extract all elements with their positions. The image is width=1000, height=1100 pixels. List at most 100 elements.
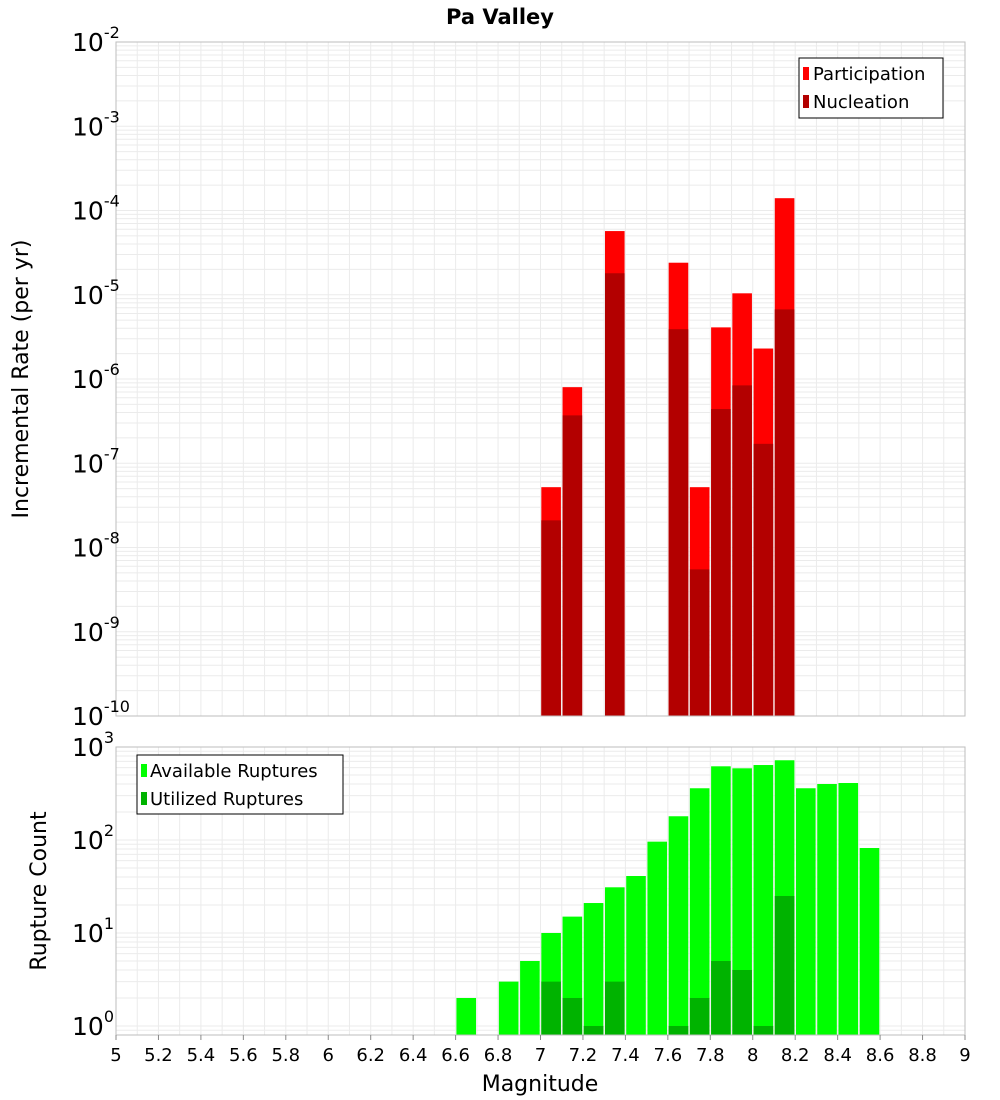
- x-tick-label: 5.8: [271, 1045, 300, 1066]
- y-tick-base: 10: [72, 919, 104, 948]
- x-tick-label: 5.4: [187, 1045, 216, 1066]
- x-tick-label: 6.2: [356, 1045, 385, 1066]
- nucleation-bar: [753, 443, 774, 716]
- y-tick-exponent: -8: [104, 529, 120, 548]
- x-tick-label: 7.4: [611, 1045, 640, 1066]
- available-ruptures-bar: [796, 788, 816, 1035]
- y-tick-exponent: -2: [104, 23, 120, 42]
- y-tick-base: 10: [72, 281, 104, 310]
- utilized-ruptures-bar: [583, 1025, 604, 1035]
- utilized-ruptures-bar: [541, 981, 561, 1035]
- nucleation-bar: [668, 329, 689, 716]
- x-tick-label: 5: [110, 1045, 121, 1066]
- y-tick-exponent: 1: [104, 914, 114, 933]
- top-legend: Participation Nucleation: [798, 57, 944, 119]
- y-tick-base: 10: [72, 702, 104, 731]
- available-ruptures-bar: [520, 960, 540, 1035]
- available-ruptures-bar: [838, 783, 859, 1035]
- y-tick-base: 10: [72, 365, 104, 394]
- legend-swatch-participation: [803, 67, 809, 80]
- utilized-ruptures-bar: [689, 997, 710, 1035]
- y-tick-label: 10-10: [72, 697, 130, 731]
- x-tick-label: 9: [959, 1045, 970, 1066]
- utilized-ruptures-bar: [732, 969, 752, 1035]
- y-tick-exponent: -3: [104, 107, 120, 126]
- y-tick-base: 10: [72, 28, 104, 57]
- top-y-axis-label: Incremental Rate (per yr): [9, 240, 34, 519]
- utilized-ruptures-bar: [604, 981, 625, 1035]
- utilized-ruptures-bar: [711, 960, 731, 1035]
- chart-title: Pa Valley: [446, 5, 554, 29]
- x-tick-label: 8.6: [866, 1045, 895, 1066]
- y-tick-label: 10-9: [72, 613, 120, 647]
- legend-swatch-nucleation: [803, 95, 809, 108]
- y-tick-label: 10-2: [72, 23, 120, 57]
- y-tick-label: 10-5: [72, 276, 120, 310]
- available-ruptures-bar: [753, 765, 774, 1035]
- nucleation-bar: [732, 385, 752, 716]
- top-bars: [541, 198, 795, 716]
- available-ruptures-bar: [626, 876, 646, 1035]
- bottom-legend-box: [136, 754, 344, 815]
- x-axis-label: Magnitude: [482, 1072, 599, 1097]
- y-tick-exponent: 3: [104, 728, 114, 747]
- x-axis-ticks: 5 5.2 5.4 5.6 5.8 6 6.2 6.4 6.6 6.8 7 7.2 7.4 7.6 7.8 8…: [110, 1035, 971, 1066]
- legend-label-available: Available Ruptures: [150, 761, 318, 782]
- x-tick-label: 8: [747, 1045, 758, 1066]
- bottom-gridlines: [115, 746, 966, 1036]
- y-tick-exponent: -5: [104, 276, 120, 295]
- x-tick-label: 7: [535, 1045, 546, 1066]
- x-tick-label: 6: [323, 1045, 334, 1066]
- bottom-bars: [456, 760, 880, 1035]
- y-tick-label: 103: [72, 728, 114, 762]
- x-tick-label: 6.4: [399, 1045, 428, 1066]
- y-tick-base: 10: [72, 534, 104, 563]
- nucleation-bar: [541, 520, 561, 716]
- available-ruptures-bar: [456, 997, 477, 1035]
- available-ruptures-bar: [817, 784, 837, 1035]
- y-tick-label: 10-3: [72, 107, 120, 141]
- legend-swatch-available: [141, 764, 147, 777]
- utilized-ruptures-bar: [753, 1025, 774, 1035]
- available-ruptures-bar: [583, 903, 604, 1035]
- y-tick-base: 10: [72, 618, 104, 647]
- nucleation-bar: [689, 569, 710, 716]
- nucleation-bar: [604, 273, 625, 716]
- top-gridlines: [115, 41, 966, 717]
- y-tick-exponent: -4: [104, 192, 120, 211]
- available-ruptures-bar: [647, 841, 668, 1035]
- x-tick-label: 6.6: [441, 1045, 470, 1066]
- y-tick-exponent: 2: [104, 821, 114, 840]
- available-ruptures-bar: [498, 981, 519, 1035]
- x-tick-label: 8.2: [781, 1045, 810, 1066]
- top-plot-frame: [115, 41, 966, 717]
- nucleation-bar: [562, 415, 583, 716]
- nucleation-bar: [711, 409, 731, 716]
- bottom-legend: Available Ruptures Utilized Ruptures: [136, 754, 344, 815]
- x-tick-label: 7.6: [654, 1045, 683, 1066]
- available-ruptures-bar: [689, 788, 710, 1035]
- y-tick-exponent: -9: [104, 613, 120, 632]
- utilized-ruptures-bar: [562, 997, 583, 1035]
- y-tick-exponent: -7: [104, 444, 120, 463]
- legend-label-participation: Participation: [813, 64, 925, 85]
- available-ruptures-bar: [668, 816, 689, 1035]
- y-tick-base: 10: [72, 449, 104, 478]
- x-tick-label: 8.4: [823, 1045, 852, 1066]
- y-tick-base: 10: [72, 1012, 104, 1041]
- y-tick-base: 10: [72, 197, 104, 226]
- y-tick-exponent: -10: [104, 697, 130, 716]
- x-tick-label: 5.6: [229, 1045, 258, 1066]
- y-tick-label: 10-6: [72, 360, 120, 394]
- nucleation-bar: [774, 309, 795, 716]
- legend-label-utilized: Utilized Ruptures: [150, 789, 303, 810]
- y-tick-label: 10-7: [72, 444, 120, 478]
- y-tick-label: 101: [72, 914, 114, 948]
- x-tick-label: 5.2: [144, 1045, 173, 1066]
- legend-label-nucleation: Nucleation: [813, 92, 909, 113]
- utilized-ruptures-bar: [774, 895, 795, 1035]
